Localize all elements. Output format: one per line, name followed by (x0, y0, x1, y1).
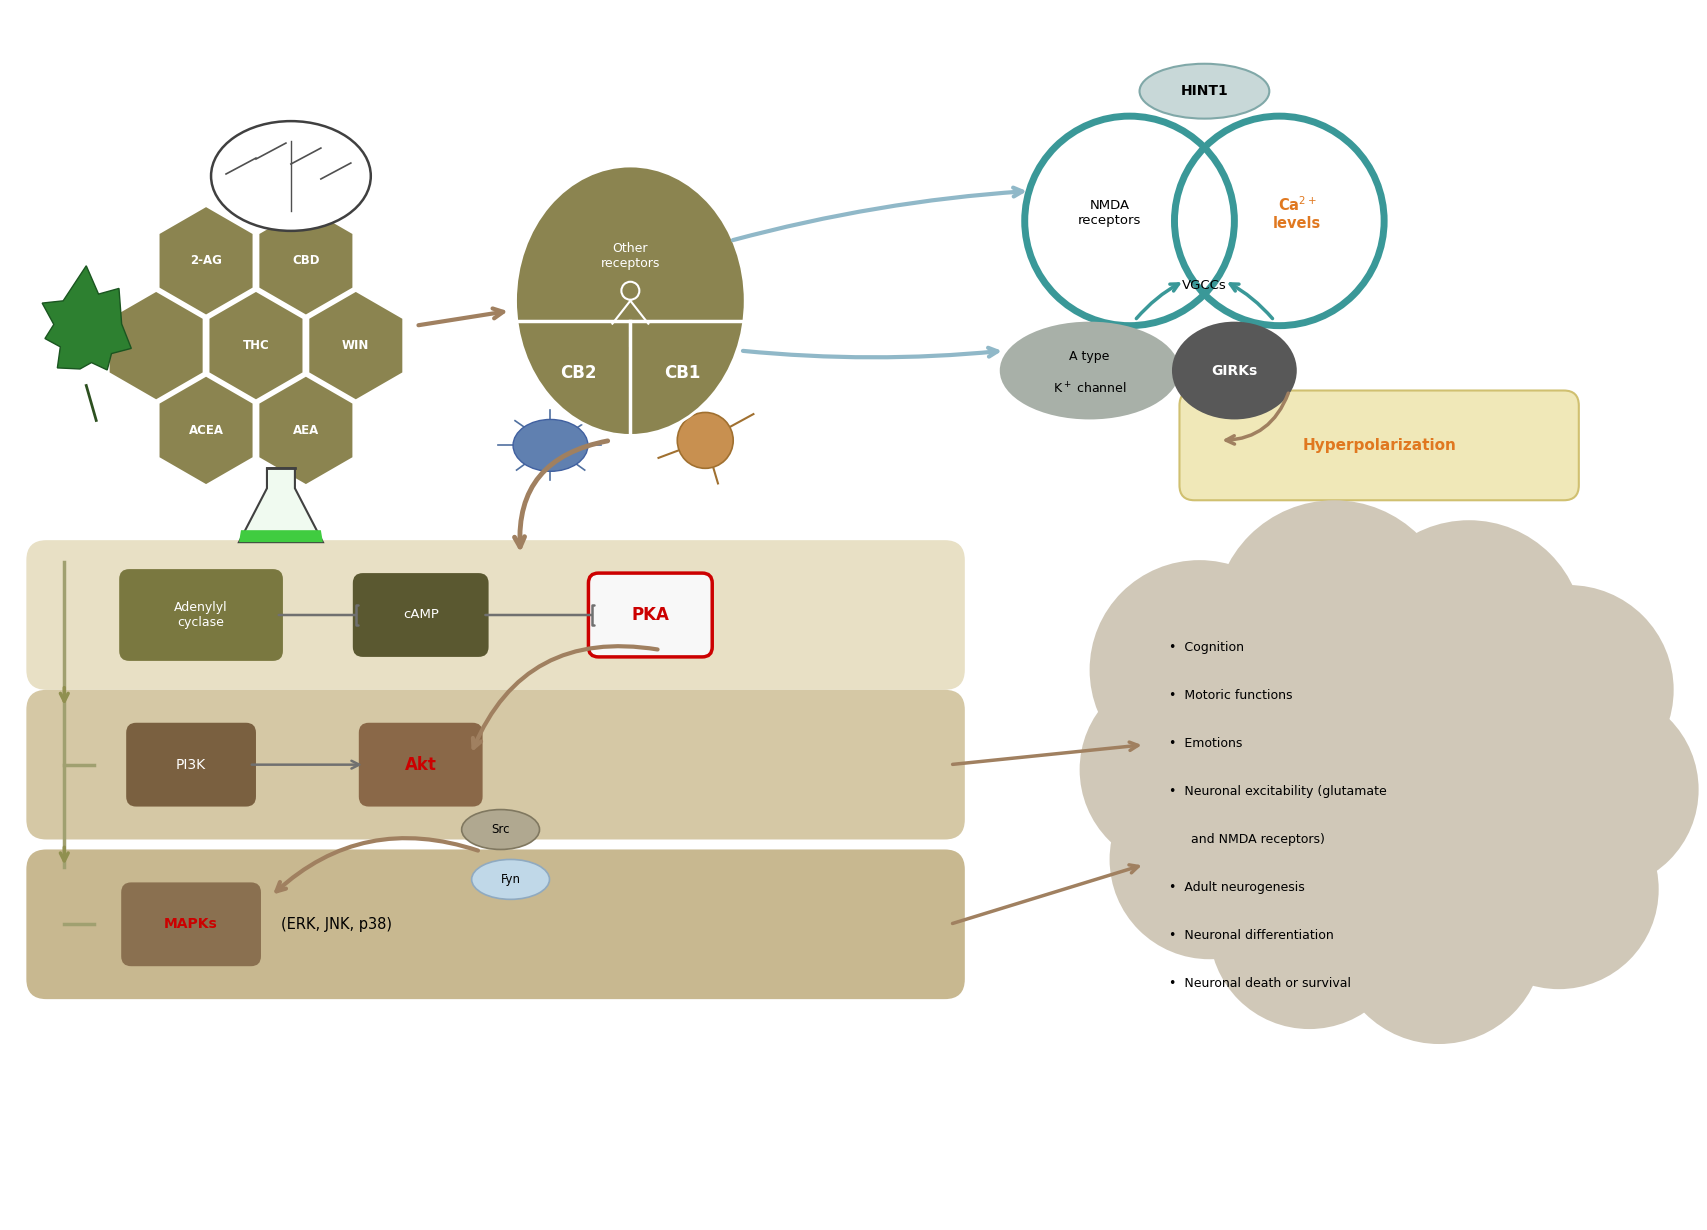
Text: CB1: CB1 (664, 364, 700, 381)
Ellipse shape (1140, 64, 1270, 118)
FancyBboxPatch shape (1180, 390, 1579, 501)
Circle shape (1465, 585, 1673, 795)
FancyBboxPatch shape (126, 723, 256, 807)
Ellipse shape (514, 419, 587, 471)
Text: K$^+$ channel: K$^+$ channel (1053, 381, 1127, 396)
Circle shape (1089, 560, 1309, 780)
Polygon shape (239, 469, 323, 542)
Text: Akt: Akt (405, 755, 437, 774)
Text: CBD: CBD (292, 255, 319, 267)
Text: PKA: PKA (632, 606, 669, 624)
FancyBboxPatch shape (26, 540, 964, 690)
Text: Src: Src (492, 823, 510, 836)
Circle shape (1335, 834, 1543, 1044)
Ellipse shape (461, 809, 539, 850)
Circle shape (1354, 520, 1584, 750)
Text: NMDA
receptors: NMDA receptors (1077, 199, 1142, 226)
Text: AEA: AEA (294, 424, 319, 437)
FancyBboxPatch shape (358, 723, 483, 807)
Text: CB2: CB2 (560, 364, 597, 381)
Text: •  Neuronal death or survival: • Neuronal death or survival (1169, 977, 1352, 990)
Ellipse shape (1000, 322, 1180, 419)
Text: MAPKs: MAPKs (164, 918, 218, 931)
Text: PI3K: PI3K (176, 758, 207, 771)
Circle shape (1260, 750, 1519, 1009)
Text: Other
receptors: Other receptors (601, 242, 661, 269)
Text: THC: THC (242, 339, 270, 352)
Text: 2-AG: 2-AG (189, 255, 222, 267)
Ellipse shape (471, 860, 550, 899)
FancyBboxPatch shape (119, 569, 283, 661)
Text: GIRKs: GIRKs (1212, 364, 1258, 378)
Text: HINT1: HINT1 (1181, 84, 1229, 98)
Circle shape (1459, 790, 1659, 989)
Circle shape (1219, 560, 1540, 879)
Text: •  Emotions: • Emotions (1169, 737, 1243, 750)
Text: VGCCs: VGCCs (1181, 279, 1227, 293)
Text: •  Cognition: • Cognition (1169, 641, 1244, 654)
Text: A type: A type (1069, 351, 1110, 363)
Polygon shape (258, 205, 353, 316)
Text: Adenylyl
cyclase: Adenylyl cyclase (174, 601, 227, 629)
Circle shape (1180, 680, 1459, 959)
Polygon shape (43, 266, 131, 370)
FancyBboxPatch shape (589, 573, 712, 657)
Polygon shape (109, 290, 203, 401)
Circle shape (678, 412, 734, 469)
Text: •  Neuronal excitability (glutamate: • Neuronal excitability (glutamate (1169, 785, 1388, 798)
Ellipse shape (212, 121, 370, 231)
Text: ACEA: ACEA (188, 424, 224, 437)
Circle shape (1309, 661, 1608, 959)
Circle shape (1499, 690, 1698, 889)
Ellipse shape (1173, 322, 1297, 419)
Ellipse shape (516, 166, 746, 435)
Polygon shape (208, 290, 304, 401)
Polygon shape (258, 375, 353, 486)
FancyBboxPatch shape (26, 850, 964, 999)
Polygon shape (309, 290, 403, 401)
Text: •  Motoric functions: • Motoric functions (1169, 689, 1292, 702)
FancyBboxPatch shape (121, 882, 261, 967)
FancyBboxPatch shape (26, 690, 964, 840)
Circle shape (1079, 670, 1279, 870)
Polygon shape (239, 530, 323, 542)
Circle shape (1210, 829, 1408, 1030)
FancyBboxPatch shape (353, 573, 488, 657)
Polygon shape (159, 375, 254, 486)
Text: (ERK, JNK, p38): (ERK, JNK, p38) (282, 916, 393, 932)
Circle shape (1214, 501, 1454, 739)
Text: cAMP: cAMP (403, 609, 439, 621)
Text: Hyperpolarization: Hyperpolarization (1302, 438, 1456, 453)
Text: Ca$^{2+}$
levels: Ca$^{2+}$ levels (1273, 194, 1321, 231)
Circle shape (1110, 760, 1309, 959)
Text: WIN: WIN (341, 339, 369, 352)
Text: and NMDA receptors): and NMDA receptors) (1191, 833, 1325, 846)
Text: •  Adult neurogenesis: • Adult neurogenesis (1169, 881, 1306, 894)
Polygon shape (159, 205, 254, 316)
Text: •  Neuronal differentiation: • Neuronal differentiation (1169, 929, 1335, 942)
Text: Fyn: Fyn (500, 873, 521, 886)
